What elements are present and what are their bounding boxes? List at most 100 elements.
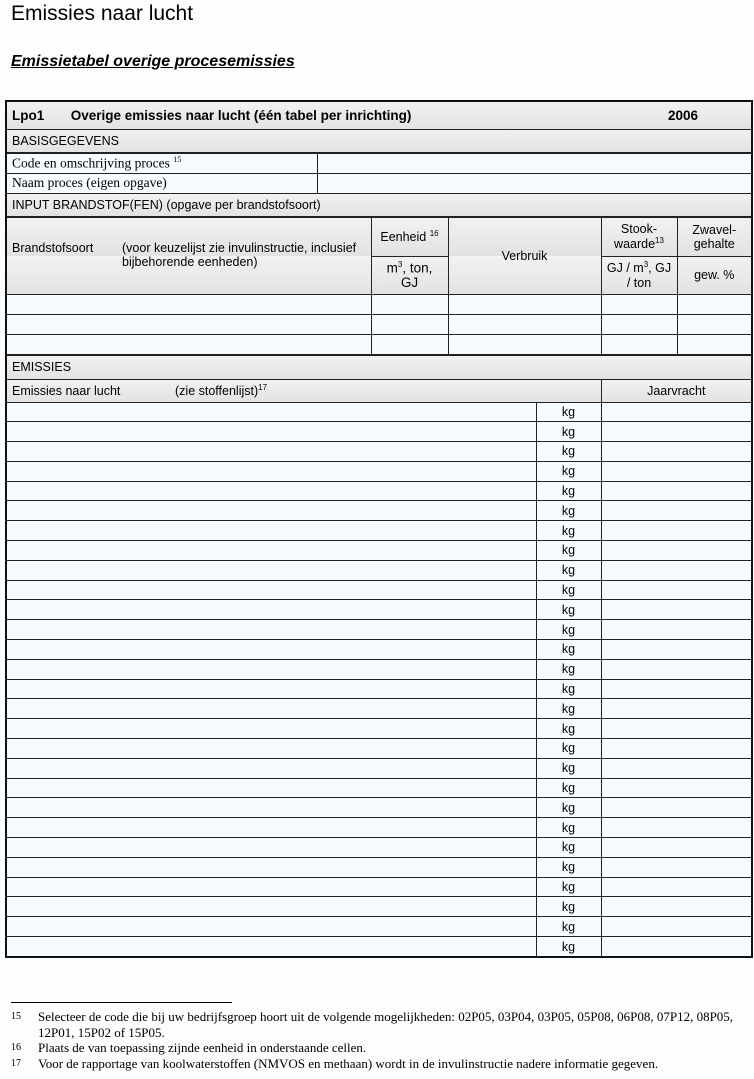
emission-row: kg (7, 599, 751, 621)
emission-row: kg (7, 658, 751, 680)
jaarvracht-input[interactable] (600, 441, 751, 462)
substance-input[interactable] (7, 441, 537, 462)
jaarvracht-input[interactable] (600, 658, 751, 680)
jaarvracht-input[interactable] (600, 856, 751, 878)
jaarvracht-input[interactable] (600, 480, 751, 502)
unit-label: kg (535, 738, 602, 759)
brandstofsoort-header: Brandstofsoort (voor keuzelijst zie invul… (7, 216, 372, 295)
verbruik-input[interactable] (447, 333, 602, 355)
emission-row: kg (7, 936, 751, 957)
substance-input[interactable] (7, 401, 537, 423)
substance-input[interactable] (7, 520, 537, 542)
substance-input[interactable] (7, 460, 537, 482)
jaarvracht-input[interactable] (600, 718, 751, 740)
brandstofsoort-input[interactable] (7, 333, 372, 355)
substance-input[interactable] (7, 639, 537, 660)
eenheid-input[interactable] (370, 313, 449, 335)
jaarvracht-input[interactable] (600, 817, 751, 839)
unit-label: kg (535, 599, 602, 621)
naam-label: Naam proces (eigen opgave) (7, 172, 318, 194)
emission-row: kg (7, 540, 751, 561)
jaarvracht-input[interactable] (600, 678, 751, 700)
substance-input[interactable] (7, 658, 537, 680)
emission-row: kg (7, 500, 751, 522)
eenheid-input[interactable] (370, 333, 449, 355)
naam-input[interactable] (316, 172, 751, 194)
emission-row: kg (7, 460, 751, 482)
eenheid-input[interactable] (370, 293, 449, 315)
form-heading: Overige emissies naar lucht (één tabel p… (70, 107, 412, 123)
fuel-row (7, 313, 751, 335)
brandstofsoort-input[interactable] (7, 293, 372, 315)
verbruik-input[interactable] (447, 293, 602, 315)
jaarvracht-input[interactable] (600, 837, 751, 858)
jaarvracht-input[interactable] (600, 936, 751, 957)
substance-input[interactable] (7, 757, 537, 779)
jaarvracht-input[interactable] (600, 777, 751, 799)
emission-row: kg (7, 876, 751, 898)
substance-input[interactable] (7, 421, 537, 443)
jaarvracht-input[interactable] (600, 579, 751, 601)
jaarvracht-input[interactable] (600, 559, 751, 581)
substance-input[interactable] (7, 619, 537, 641)
substance-input[interactable] (7, 777, 537, 799)
substance-input[interactable] (7, 480, 537, 502)
substance-input[interactable] (7, 579, 537, 601)
jaarvracht-input[interactable] (600, 738, 751, 759)
form-year: 2006 (667, 107, 698, 123)
substance-input[interactable] (7, 936, 537, 957)
code-input[interactable] (316, 152, 751, 174)
emission-row: kg (7, 896, 751, 918)
substance-input[interactable] (7, 797, 537, 819)
zwavelgehalte-input[interactable] (676, 293, 751, 315)
substance-input[interactable] (7, 738, 537, 759)
unit-label: kg (535, 520, 602, 542)
jaarvracht-input[interactable] (600, 639, 751, 660)
jaarvracht-input[interactable] (600, 520, 751, 542)
substance-input[interactable] (7, 698, 537, 720)
zwavelgehalte-input[interactable] (676, 313, 751, 335)
substance-input[interactable] (7, 718, 537, 740)
substance-input[interactable] (7, 500, 537, 522)
emission-row: kg (7, 480, 751, 502)
jaarvracht-input[interactable] (600, 401, 751, 423)
jaarvracht-input[interactable] (600, 876, 751, 898)
substance-input[interactable] (7, 837, 537, 858)
zwavelgehalte-input[interactable] (676, 333, 751, 355)
verbruik-input[interactable] (447, 313, 602, 335)
stookwaarde-input[interactable] (600, 293, 678, 315)
stookwaarde-input[interactable] (600, 313, 678, 335)
substance-input[interactable] (7, 876, 537, 898)
jaarvracht-input[interactable] (600, 599, 751, 621)
footnote: 17 Voor de rapportage van koolwaterstoffe… (11, 1056, 751, 1072)
substance-input[interactable] (7, 678, 537, 700)
jaarvracht-input[interactable] (600, 896, 751, 918)
jaarvracht-input[interactable] (600, 460, 751, 482)
substance-input[interactable] (7, 540, 537, 561)
section-emissies: EMISSIES (7, 354, 751, 380)
jaarvracht-input[interactable] (600, 500, 751, 522)
footnote: 16 Plaats de van toepassing zijnde eenhei… (11, 1040, 751, 1056)
substance-input[interactable] (7, 856, 537, 878)
jaarvracht-input[interactable] (600, 757, 751, 779)
emission-row: kg (7, 678, 751, 700)
substance-input[interactable] (7, 916, 537, 938)
jaarvracht-input[interactable] (600, 916, 751, 938)
jaarvracht-input[interactable] (600, 619, 751, 641)
unit-label: kg (535, 916, 602, 938)
jaarvracht-input[interactable] (600, 698, 751, 720)
unit-label: kg (535, 480, 602, 502)
substance-input[interactable] (7, 599, 537, 621)
substance-input[interactable] (7, 559, 537, 581)
emission-row: kg (7, 757, 751, 779)
substance-input[interactable] (7, 896, 537, 918)
unit-label: kg (535, 797, 602, 819)
footnote-number: 15 (11, 1011, 21, 1022)
jaarvracht-input[interactable] (600, 797, 751, 819)
unit-label: kg (535, 817, 602, 839)
stookwaarde-input[interactable] (600, 333, 678, 355)
jaarvracht-input[interactable] (600, 421, 751, 443)
jaarvracht-input[interactable] (600, 540, 751, 561)
brandstofsoort-input[interactable] (7, 313, 372, 335)
substance-input[interactable] (7, 817, 537, 839)
